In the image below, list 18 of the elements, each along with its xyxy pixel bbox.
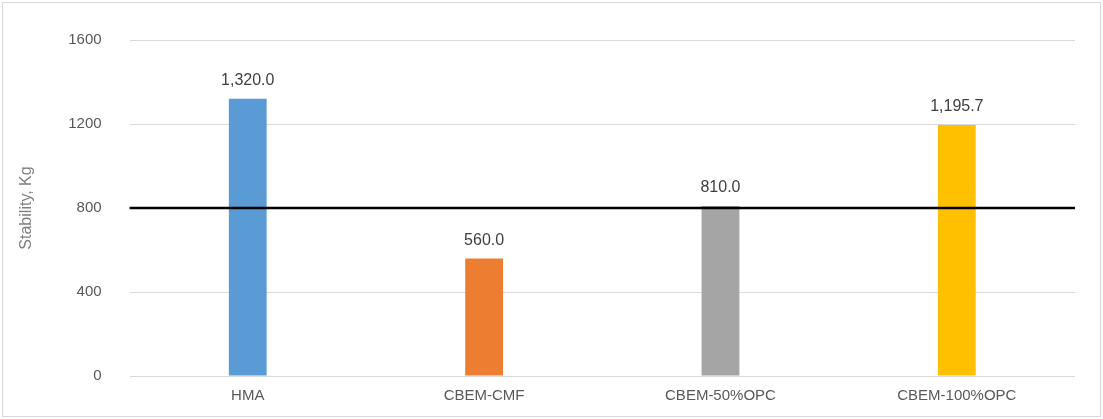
bar: [465, 258, 504, 376]
bar: [937, 124, 976, 376]
x-tick-label: CBEM-50%OPC: [665, 386, 777, 404]
x-tick-label: CBEM-100%OPC: [897, 386, 1017, 404]
bar: [701, 205, 740, 376]
y-axis-title: Stability, Kg: [17, 166, 35, 250]
y-tick-label: 1200: [68, 114, 102, 132]
data-label: 560.0: [464, 230, 505, 248]
data-label: 1,195.7: [930, 97, 984, 115]
data-label: 1,320.0: [221, 71, 275, 89]
x-tick-label: HMA: [231, 386, 265, 404]
y-tick-label: 0: [93, 366, 102, 384]
y-tick-label: 1600: [68, 30, 102, 48]
x-tick-label: CBEM-CMF: [443, 386, 525, 404]
data-label: 810.0: [700, 178, 741, 196]
y-tick-label: 800: [76, 198, 102, 216]
bar: [228, 98, 267, 376]
y-tick-label: 400: [76, 282, 102, 300]
